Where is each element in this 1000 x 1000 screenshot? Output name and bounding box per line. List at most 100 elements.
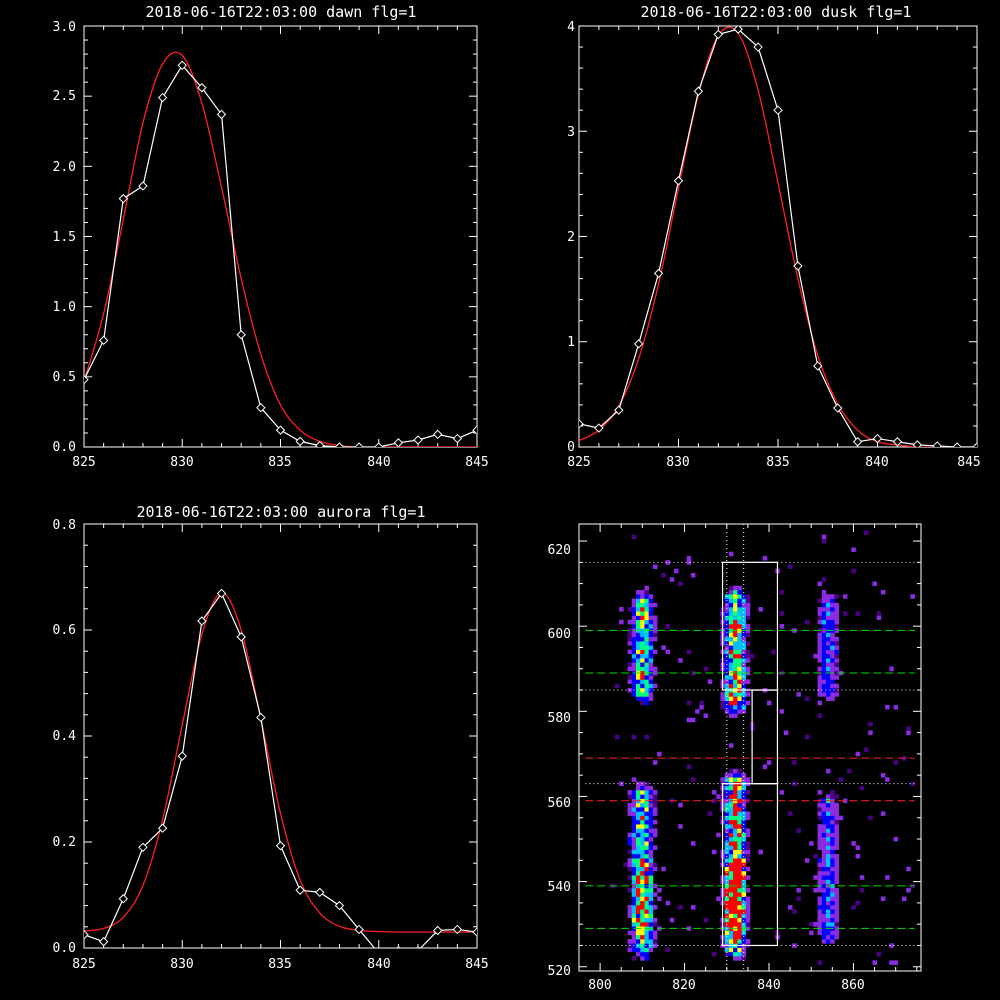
heatmap-cell — [834, 832, 839, 838]
heatmap-cell — [741, 819, 747, 825]
heatmap-cell — [893, 836, 899, 842]
heatmap-cell — [648, 815, 654, 821]
y-tick-label: 2.0 — [53, 160, 76, 175]
heatmap-cell — [821, 815, 827, 821]
heatmap-cell — [817, 879, 823, 885]
heatmap-cell — [648, 624, 654, 629]
heatmap-cell — [644, 939, 649, 944]
heatmap-cell — [733, 624, 738, 629]
heatmap-cell — [728, 815, 734, 821]
heatmap-cell — [640, 807, 645, 812]
heatmap-cell — [741, 841, 747, 846]
heatmap-cell — [779, 611, 785, 616]
heatmap-cell — [724, 815, 730, 821]
heatmap-cell — [830, 794, 835, 799]
heatmap-cell — [644, 943, 649, 948]
heatmap-cell — [821, 653, 827, 659]
heatmap-cell — [733, 641, 738, 646]
heatmap-cell — [733, 607, 738, 612]
heatmap-cell — [745, 917, 751, 923]
heatmap-cell — [636, 589, 641, 595]
panel-dusk: 2018-06-16T22:03:00 dusk flg=1 825 830 8… — [567, 3, 981, 470]
heatmap-cell — [648, 794, 654, 799]
heatmap-cell — [826, 683, 831, 689]
heatmap-cell — [686, 560, 692, 565]
heatmap-cell — [724, 611, 730, 616]
heatmap-cell — [821, 692, 827, 697]
heatmap-cell — [830, 905, 835, 910]
heatmap-cell — [821, 841, 827, 846]
heatmap-cell — [631, 807, 637, 812]
plot-series — [84, 588, 477, 948]
heatmap-cell — [851, 547, 856, 552]
heatmap-cell — [830, 849, 835, 855]
heatmap-cell — [648, 879, 654, 885]
heatmap-cell — [728, 679, 734, 684]
heatmap-cell — [821, 619, 827, 625]
heatmap-cell — [648, 841, 654, 846]
heatmap-cell — [733, 836, 738, 842]
heatmap-cell — [830, 922, 835, 927]
heatmap-cell — [741, 807, 747, 812]
heatmap-cell — [644, 853, 649, 859]
heatmap-cell — [830, 909, 835, 914]
heatmap-cell — [737, 692, 742, 697]
data-point — [432, 429, 443, 440]
heatmap-cell — [644, 666, 649, 672]
heatmap-cell — [830, 836, 835, 842]
heatmap-cell — [669, 917, 675, 923]
data-point — [216, 588, 227, 599]
data-point — [295, 885, 305, 895]
heatmap-cell — [830, 930, 835, 936]
heatmap-cell — [788, 811, 793, 816]
heatmap-cell — [678, 802, 683, 808]
heatmap-cell — [826, 909, 831, 914]
data-point — [177, 60, 187, 71]
heatmap-cell — [817, 960, 823, 965]
heatmap-cell — [821, 934, 827, 940]
heatmap-cell — [728, 619, 734, 625]
heatmap-cell — [830, 811, 835, 816]
heatmap-cell — [834, 866, 839, 872]
heatmap-cell — [627, 909, 633, 914]
heatmap-cell — [636, 866, 641, 872]
panel-heatmap-y-tick-labels: 520 540 560 580 600 620 — [548, 543, 571, 979]
heatmap-cell — [834, 913, 839, 919]
heatmap-cell — [745, 598, 751, 604]
heatmap-cell — [724, 900, 730, 906]
heatmap-cell — [652, 922, 658, 927]
heatmap-cell — [636, 692, 641, 697]
heatmap-cell — [648, 930, 654, 936]
heatmap-cell — [657, 896, 662, 902]
heatmap-cell — [733, 679, 738, 684]
heatmap-cell — [644, 594, 649, 599]
heatmap-cell — [889, 666, 894, 672]
heatmap-cell — [737, 892, 742, 897]
heatmap-cell — [826, 862, 831, 867]
heatmap-cell — [652, 619, 658, 625]
heatmap-cell — [830, 845, 835, 850]
heatmap-cell — [716, 832, 721, 838]
heatmap-cell — [733, 636, 738, 642]
heatmap-cell — [652, 807, 658, 812]
heatmap-cell — [826, 653, 831, 659]
heatmap-cell — [826, 641, 831, 646]
fit-curve — [579, 26, 977, 447]
heatmap-cell — [817, 683, 823, 689]
heatmap-cell — [636, 853, 641, 859]
heatmap-cell — [716, 896, 721, 902]
x-tick-label: 825 — [72, 957, 95, 972]
heatmap-cell — [821, 832, 827, 838]
heatmap-cell — [821, 845, 827, 850]
heatmap-cell — [737, 900, 742, 906]
heatmap-cell — [724, 934, 730, 940]
heatmap-cell — [745, 811, 751, 816]
heatmap-cell — [737, 645, 742, 650]
heatmap-cell — [834, 917, 839, 923]
heatmap-cell — [640, 811, 645, 816]
heatmap-cell — [652, 798, 658, 804]
heatmap-cell — [737, 883, 742, 889]
heatmap-cell — [636, 858, 641, 863]
heatmap-cell — [821, 824, 827, 829]
heatmap-cell — [817, 858, 823, 863]
